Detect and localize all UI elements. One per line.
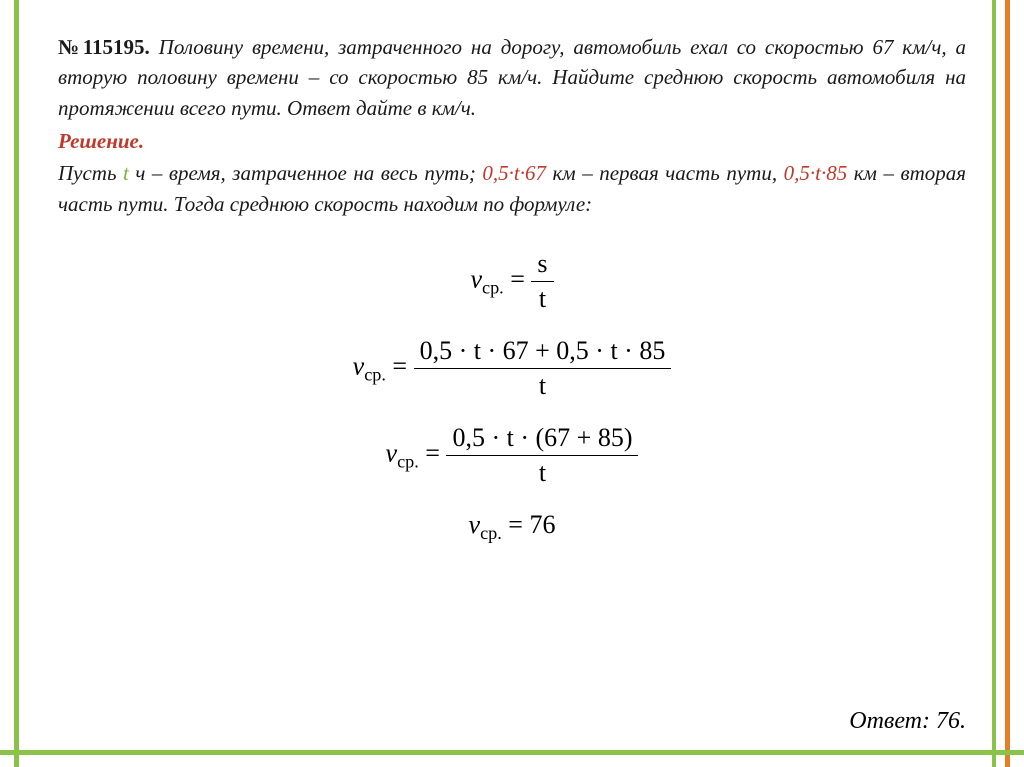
border-left <box>14 0 19 767</box>
problem-number: №115195. <box>58 35 150 59</box>
intro-prefix: Пусть <box>58 161 123 185</box>
frac-3-den: t <box>446 456 638 488</box>
v-symbol-4: v <box>469 510 481 539</box>
v-symbol-3: v <box>386 439 398 468</box>
part2-expr: 0,5·t·85 <box>784 161 848 185</box>
frac-1-num: s <box>531 249 553 282</box>
result-value: 76 <box>529 510 555 539</box>
intro-mid1: ч – время, затраченное на весь путь; <box>129 161 482 185</box>
frac-1-den: t <box>531 282 553 314</box>
formula-1: vср. = s t <box>58 249 966 314</box>
problem-text: Половину времени, затраченного на дорогу… <box>58 35 966 120</box>
page: №115195. Половину времени, затраченного … <box>0 0 1024 767</box>
answer: Ответ: 76. <box>849 708 966 735</box>
border-right-inner <box>992 0 996 767</box>
frac-1: s t <box>531 249 553 314</box>
frac-3: 0,5 · t · (67 + 85) t <box>446 423 638 488</box>
part1-expr: 0,5·t·67 <box>482 161 546 185</box>
part1-tail: км – первая часть пути, <box>546 161 784 185</box>
formula-2: vср. = 0,5 · t · 67 + 0,5 · t · 85 t <box>58 336 966 401</box>
frac-2-den: t <box>414 369 672 401</box>
eq-2: = <box>392 352 407 381</box>
eq-3: = <box>425 439 440 468</box>
eq-4: = <box>508 510 523 539</box>
frac-2-num: 0,5 · t · 67 + 0,5 · t · 85 <box>414 336 672 369</box>
solution-label: Решение. <box>58 129 966 154</box>
border-bottom <box>0 750 1024 755</box>
answer-value: 76. <box>936 708 966 734</box>
v-symbol: v <box>470 265 482 294</box>
solution-intro: Пусть t ч – время, затраченное на весь п… <box>58 158 966 219</box>
content: №115195. Половину времени, затраченного … <box>58 32 966 566</box>
v-sub: ср. <box>482 278 504 298</box>
v-sub-3: ср. <box>397 452 419 472</box>
v-sub-4: ср. <box>480 523 502 543</box>
solution-label-text: Решение. <box>58 129 144 153</box>
formulas-block: vср. = s t vср. = 0,5 · t · 67 + 0,5 · t… <box>58 249 966 544</box>
problem-statement: №115195. Половину времени, затраченного … <box>58 32 966 123</box>
formula-3: vср. = 0,5 · t · (67 + 85) t <box>58 423 966 488</box>
v-symbol-2: v <box>353 352 365 381</box>
answer-label: Ответ: <box>849 708 936 734</box>
formula-4: vср. = 76 <box>58 510 966 544</box>
border-right-outer <box>1005 0 1010 767</box>
frac-3-num: 0,5 · t · (67 + 85) <box>446 423 638 456</box>
eq: = <box>510 265 525 294</box>
v-sub-2: ср. <box>364 365 386 385</box>
frac-2: 0,5 · t · 67 + 0,5 · t · 85 t <box>414 336 672 401</box>
